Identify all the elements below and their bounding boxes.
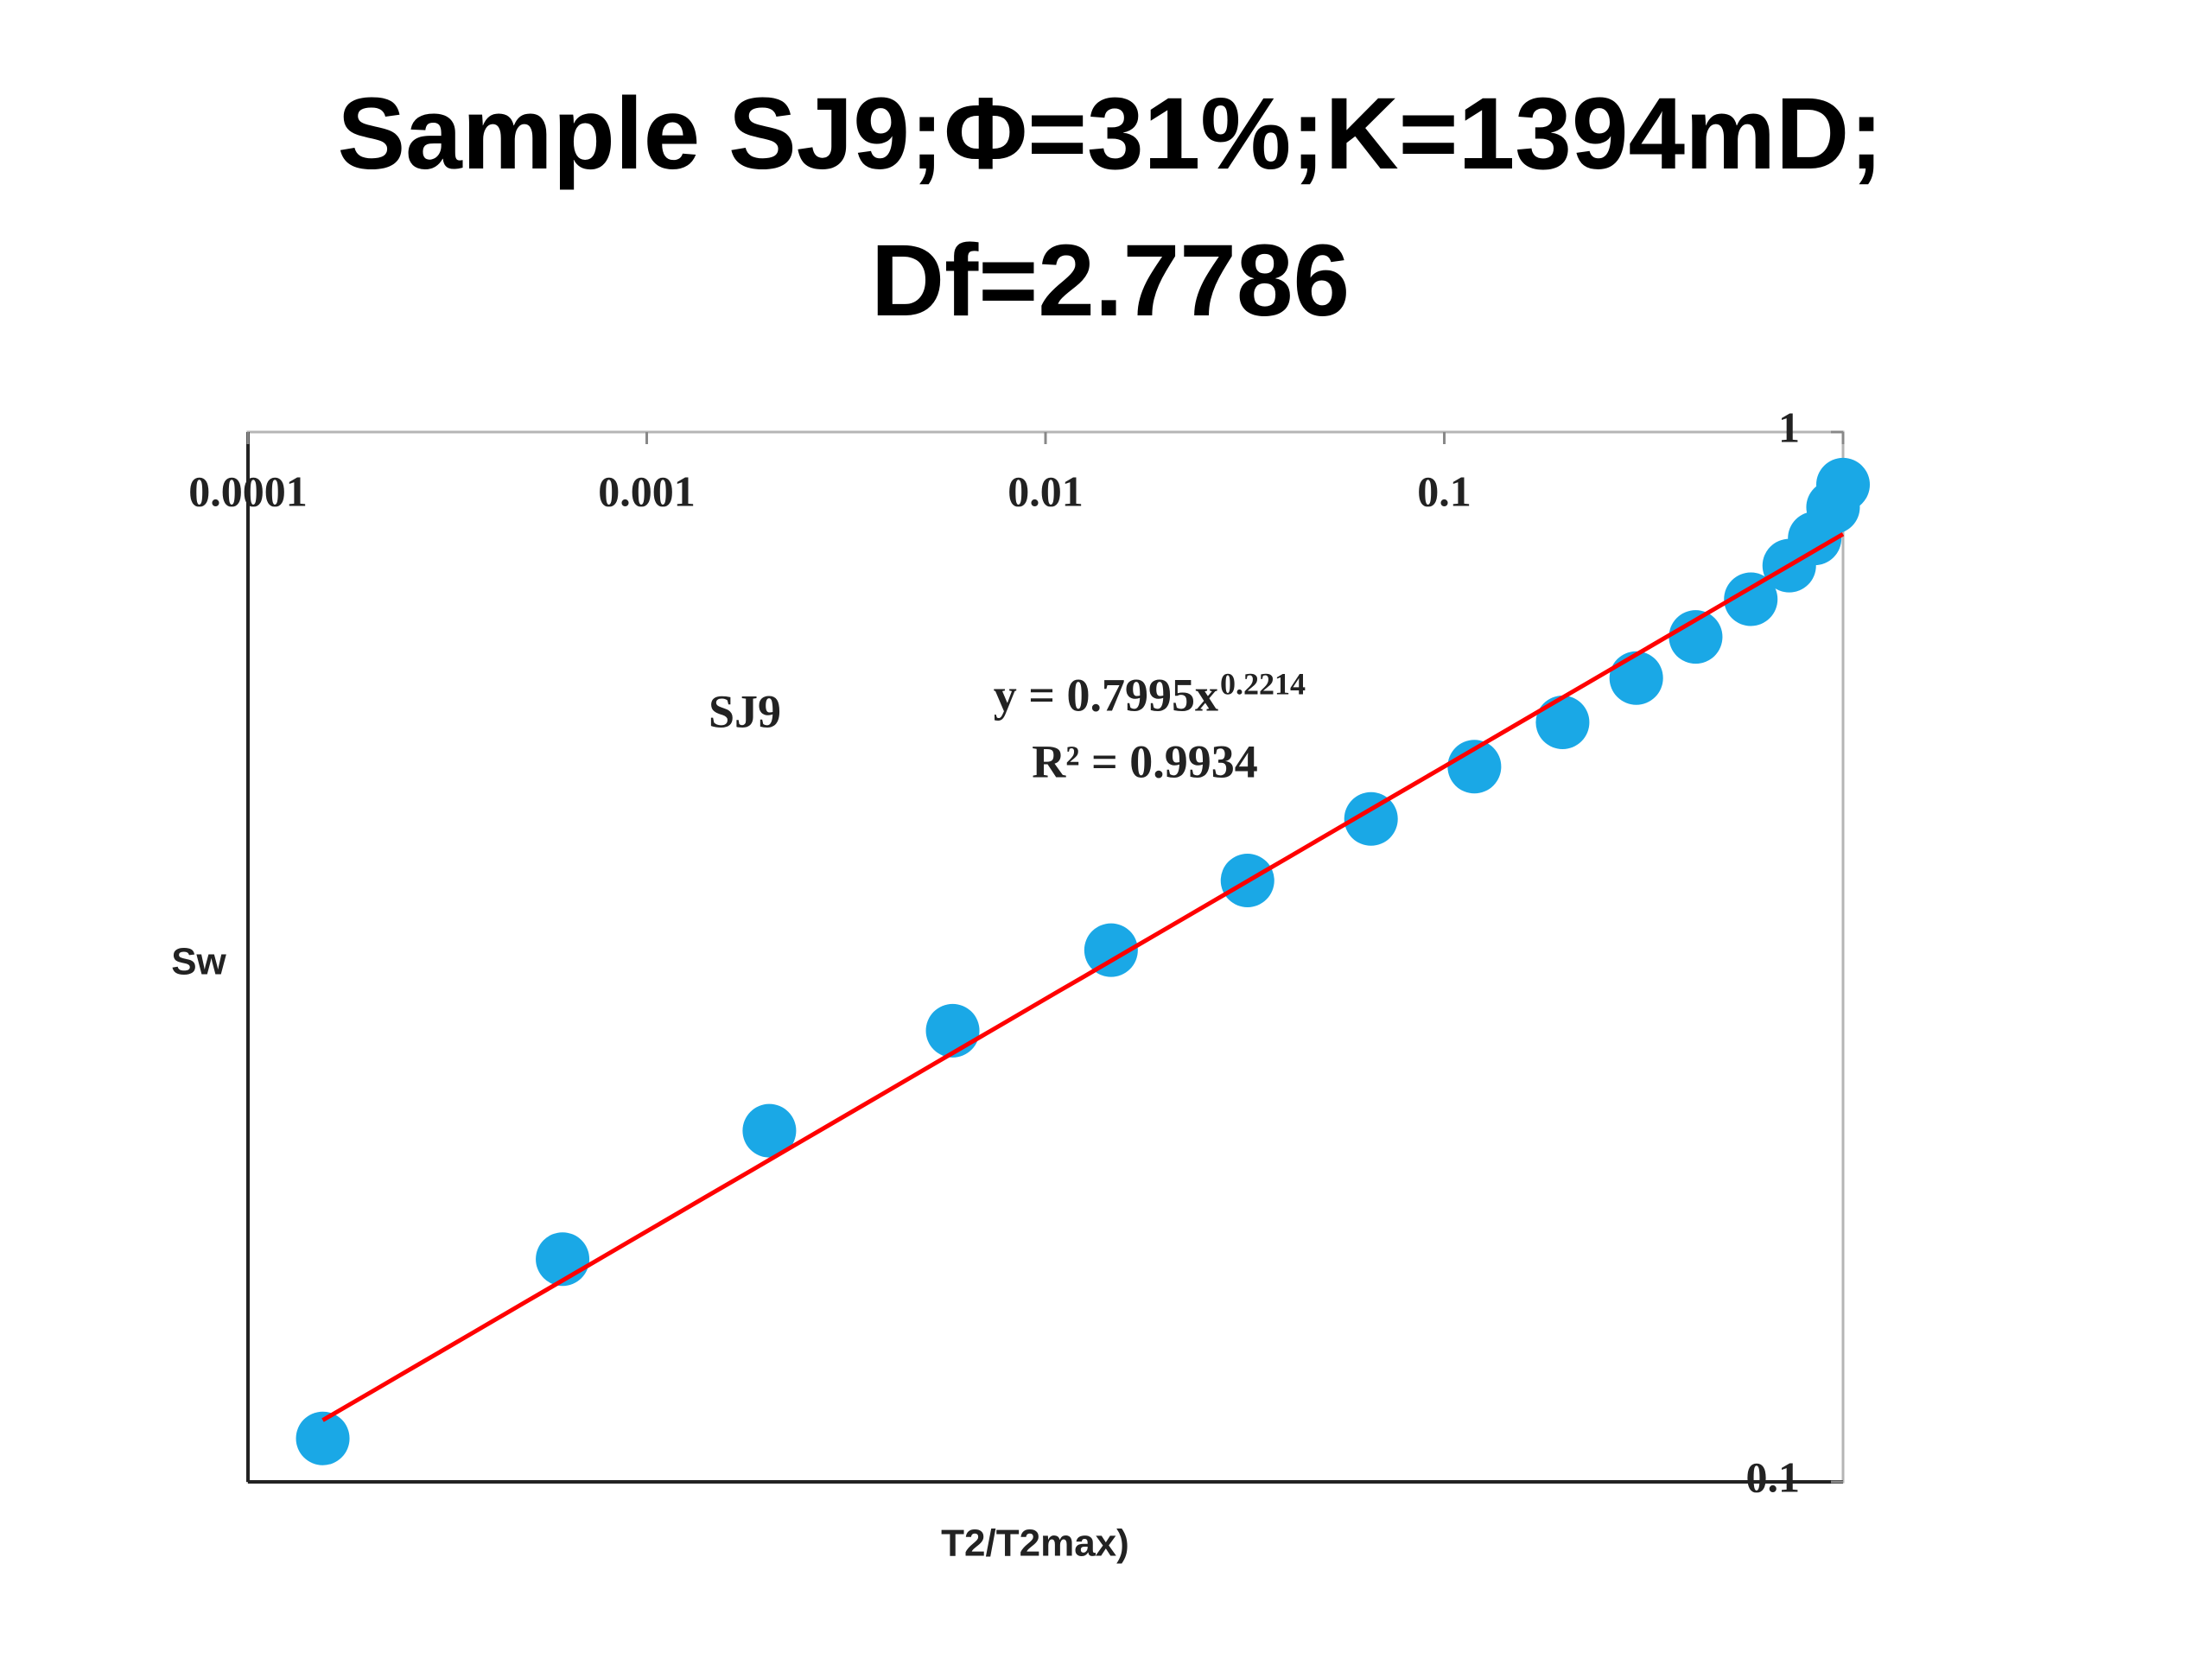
data-point	[1816, 457, 1870, 512]
x-tick-label: 0.01	[1007, 467, 1084, 515]
r-squared: R² = 0.9934	[1032, 735, 1257, 787]
x-tick-label: 0.001	[598, 467, 696, 515]
trend-exponent: 0.2214	[1220, 666, 1306, 701]
data-point	[296, 1411, 350, 1465]
data-point	[1084, 923, 1138, 977]
y-tick-label: 1	[1778, 403, 1800, 451]
y-axis-label: Sw	[171, 941, 226, 983]
x-tick-label: 0.1	[1417, 467, 1471, 515]
chart-title: Sample SJ9;Φ=31%;K=1394mD;	[337, 77, 1883, 191]
data-point	[1669, 610, 1723, 664]
data-point	[1609, 651, 1663, 705]
trendline	[321, 531, 1845, 1422]
data-point	[925, 1003, 980, 1058]
data-point	[1535, 696, 1590, 750]
x-axis-label: T2/T2max)	[941, 1522, 1129, 1565]
data-point	[1344, 791, 1398, 846]
y-tick-label: 0.1	[1746, 1452, 1801, 1501]
series-label: SJ9	[709, 685, 781, 737]
x-tick-label: 0.0001	[188, 467, 308, 515]
data-point	[536, 1232, 590, 1287]
data-point	[1724, 572, 1778, 626]
trend-equation: y = 0.7995x	[994, 669, 1218, 721]
data-point	[742, 1103, 797, 1158]
data-point	[1447, 740, 1502, 794]
chart-title: Df=2.7786	[871, 224, 1350, 338]
